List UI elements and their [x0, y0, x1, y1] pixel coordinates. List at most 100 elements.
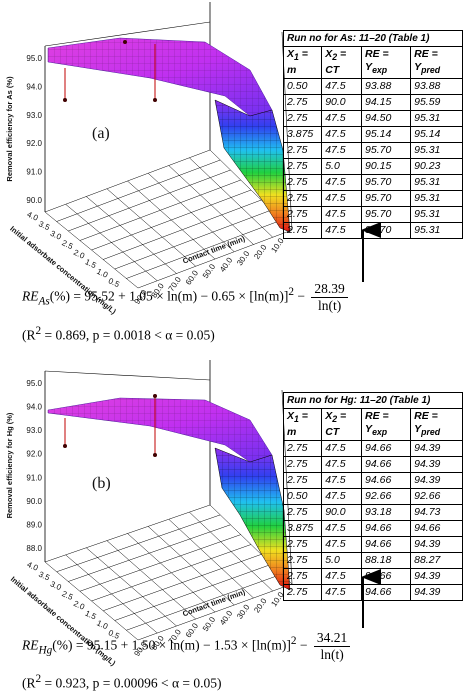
- header-sub: exp: [372, 427, 388, 438]
- table-cell: 95.70: [361, 174, 412, 192]
- z-tick-label: 95.0: [26, 54, 42, 63]
- y-tick-label: 1.5: [84, 609, 98, 622]
- header-tail: = CT: [325, 48, 347, 77]
- table-cell: 94.66: [361, 440, 412, 458]
- table-cell: 95.14: [410, 126, 463, 144]
- table-row: 2.75 47.5 95.70 95.31: [282, 206, 463, 224]
- table-cell: 94.39: [410, 536, 463, 554]
- table-cell: 47.5: [321, 78, 363, 96]
- header-base: RE = Y: [365, 48, 389, 73]
- table-cell: 94.39: [410, 440, 463, 458]
- table-cell: 90.23: [410, 158, 463, 176]
- box-edge: [44, 21, 211, 47]
- table-cell: 94.39: [410, 568, 463, 586]
- header-cell: X1 = m: [282, 407, 323, 442]
- results-table: Run no for Hg: 11–20 (Table 1) X1 = m X2 =…: [282, 392, 463, 602]
- table-cell: 2.75: [282, 536, 323, 554]
- surface: [48, 38, 272, 116]
- table-cell: 94.39: [410, 472, 463, 490]
- x-tick-label: 50.0: [201, 262, 218, 280]
- y-tick-label: 1.0: [95, 267, 109, 280]
- table-cell: 95.31: [410, 142, 463, 160]
- z-axis-label: Removal efficiency for As (%): [5, 76, 14, 182]
- header-sub: 1: [294, 52, 299, 63]
- table-cell: 0.50: [282, 78, 323, 96]
- floor-grid: [127, 533, 216, 613]
- table-cell: 3.875: [282, 520, 323, 538]
- table-row: 2.75 47.5 94.50 95.31: [282, 110, 463, 128]
- table-cell: 2.75: [282, 158, 323, 176]
- x-tick-label: 40.0: [218, 609, 235, 627]
- table-row: 2.75 47.5 94.66 94.39: [282, 472, 463, 490]
- header-base: X: [287, 410, 295, 422]
- eq-power: 2: [290, 635, 297, 648]
- table-cell: 47.5: [321, 190, 363, 208]
- table-cell: 47.5: [321, 142, 363, 160]
- table-cell: 47.5: [321, 206, 363, 224]
- denominator: ln(t): [317, 298, 342, 313]
- y-tick-label: 3.0: [49, 229, 63, 242]
- floor-grid: [114, 209, 272, 270]
- table-row: 2.75 47.5 95.70 95.31: [282, 142, 463, 160]
- header-sub: exp: [372, 65, 388, 76]
- surface: [48, 398, 272, 462]
- surface-curtain: [215, 100, 290, 232]
- stats-power: 2: [35, 325, 42, 337]
- header-sub: 2: [332, 52, 338, 63]
- eq-lhs: RE: [22, 637, 39, 653]
- table-cell: 94.39: [410, 456, 463, 474]
- header-cell: RE = Ypred: [410, 45, 463, 80]
- header-base: RE = Y: [365, 410, 389, 435]
- floor-grid: [189, 157, 273, 238]
- table-header-row: X1 = m X2 = CT RE = Yexp RE = Ypred: [282, 407, 463, 442]
- floor-grid: [168, 165, 254, 245]
- y-tick-label: 1.5: [84, 257, 98, 270]
- header-base: X: [325, 48, 333, 60]
- stats-power: 2: [35, 673, 42, 685]
- header-base: RE = Y: [414, 410, 438, 435]
- box-edge: [44, 370, 211, 381]
- floor-grid: [137, 229, 293, 289]
- table-cell: 90.0: [321, 504, 363, 522]
- y-tick-label: 2.5: [60, 589, 74, 602]
- table-cell: 2.75: [282, 552, 323, 570]
- table-cell: 94.50: [361, 110, 412, 128]
- x-tick-label: 30.0: [235, 602, 252, 620]
- table-row: 2.75 47.5 95.70 95.31: [282, 174, 463, 192]
- table-cell: 2.75: [282, 190, 323, 208]
- table-cell: 92.66: [410, 488, 463, 506]
- table-cell: 95.31: [410, 110, 463, 128]
- header-sub: pred: [421, 427, 441, 438]
- table-cell: 88.27: [410, 552, 463, 570]
- header-tail: = CT: [325, 410, 347, 439]
- table-cell: 93.88: [361, 78, 412, 96]
- table-cell: 95.31: [410, 174, 463, 192]
- table-cell: 2.75: [282, 94, 323, 112]
- eq-sub: As: [38, 295, 50, 308]
- header-tail: = m: [287, 48, 308, 77]
- floor-grid: [137, 583, 293, 641]
- stats-body: = 0.923, p = 0.00096 < α = 0.05): [41, 675, 222, 691]
- header-cell: X2 = CT: [321, 407, 363, 442]
- y-tick-label: 2.0: [72, 599, 86, 612]
- header-sub: 2: [332, 414, 338, 425]
- table-cell: 47.5: [321, 568, 363, 586]
- y-tick-label: 2.0: [72, 248, 86, 261]
- floor-grid: [114, 564, 272, 621]
- table-row: 2.75 47.5 94.66 94.39: [282, 584, 463, 602]
- z-tick-label: 94.0: [26, 403, 42, 412]
- eq-lhs: RE: [22, 288, 39, 304]
- table-cell: 0.50: [282, 488, 323, 506]
- point: [123, 40, 127, 44]
- table-cell: 2.75: [282, 440, 323, 458]
- equation: REHg(%) = 95.15 + 1.50 × ln(m) − 1.53 × …: [22, 630, 351, 663]
- table-cell: 47.5: [321, 174, 363, 192]
- table-cell: 92.66: [361, 488, 412, 506]
- table-cell: 94.66: [361, 456, 412, 474]
- table-cell: 47.5: [321, 488, 363, 506]
- header-sub: pred: [421, 65, 441, 76]
- panel-label: (b): [92, 475, 111, 492]
- floor-grid: [147, 173, 235, 252]
- panel-label: (a): [92, 125, 110, 142]
